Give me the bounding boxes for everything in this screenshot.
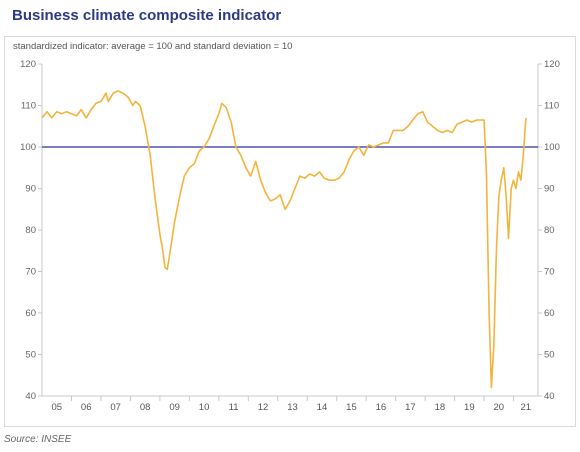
y-tick-label-right: 100 xyxy=(544,142,560,153)
source-note: Source: INSEE xyxy=(4,434,72,445)
y-tick-label-left: 90 xyxy=(25,184,36,195)
x-tick-label: 15 xyxy=(346,402,357,413)
y-tick-label-right: 110 xyxy=(544,101,559,112)
x-tick-label: 10 xyxy=(199,402,210,413)
y-tick-label-left: 100 xyxy=(20,142,36,153)
series-group xyxy=(41,90,527,389)
x-tick-label: 16 xyxy=(376,402,387,413)
y-tick-label-right: 70 xyxy=(544,267,555,278)
x-tick-label: 11 xyxy=(229,402,239,413)
y-tick-label-right: 90 xyxy=(544,184,555,195)
y-tick-label-left: 110 xyxy=(21,101,36,112)
x-tick-label: 17 xyxy=(405,402,416,413)
x-tick-label: 20 xyxy=(494,402,505,413)
x-tick-label: 07 xyxy=(110,402,121,413)
x-axis-labels: 05 06 07 08 09 10 11 12 13 14 15 16 17 18 19 20 21 xyxy=(51,402,531,413)
y-tick-label-left: 80 xyxy=(25,225,36,236)
x-tick-label: 18 xyxy=(435,402,446,413)
x-tick-label: 05 xyxy=(51,402,62,413)
y-tick-label-left: 70 xyxy=(25,267,36,278)
y-tick-label-left: 50 xyxy=(25,350,36,361)
chart-title: Business climate composite indicator xyxy=(12,7,282,24)
x-tick-label: 19 xyxy=(464,402,475,413)
y-tick-label-left: 60 xyxy=(25,308,36,319)
x-tick-label: 13 xyxy=(287,402,298,413)
y-axis-left-labels: 40 50 60 70 80 90 100 110 120 xyxy=(20,59,36,402)
x-tick-label: 09 xyxy=(169,402,180,413)
y-axis-right-labels: 40 50 60 70 80 90 100 110 120 xyxy=(544,59,560,402)
y-tick-label-right: 120 xyxy=(544,59,560,70)
chart-panel: standardized indicator: average = 100 an… xyxy=(4,36,576,427)
x-tick-label: 06 xyxy=(81,402,92,413)
chart-subtitle: standardized indicator: average = 100 an… xyxy=(13,41,293,52)
y-tick-label-right: 80 xyxy=(544,225,555,236)
x-tick-label: 12 xyxy=(258,402,269,413)
chart-axes xyxy=(38,63,542,401)
y-tick-label-left: 40 xyxy=(25,391,36,402)
x-tick-label: 14 xyxy=(317,402,328,413)
x-tick-label: 08 xyxy=(140,402,151,413)
y-tick-label-right: 40 xyxy=(544,391,555,402)
y-tick-label-right: 50 xyxy=(544,350,555,361)
series-line-0 xyxy=(41,90,527,389)
y-tick-label-right: 60 xyxy=(544,308,555,319)
x-tick-label: 21 xyxy=(520,402,531,413)
y-tick-label-left: 120 xyxy=(20,59,36,70)
